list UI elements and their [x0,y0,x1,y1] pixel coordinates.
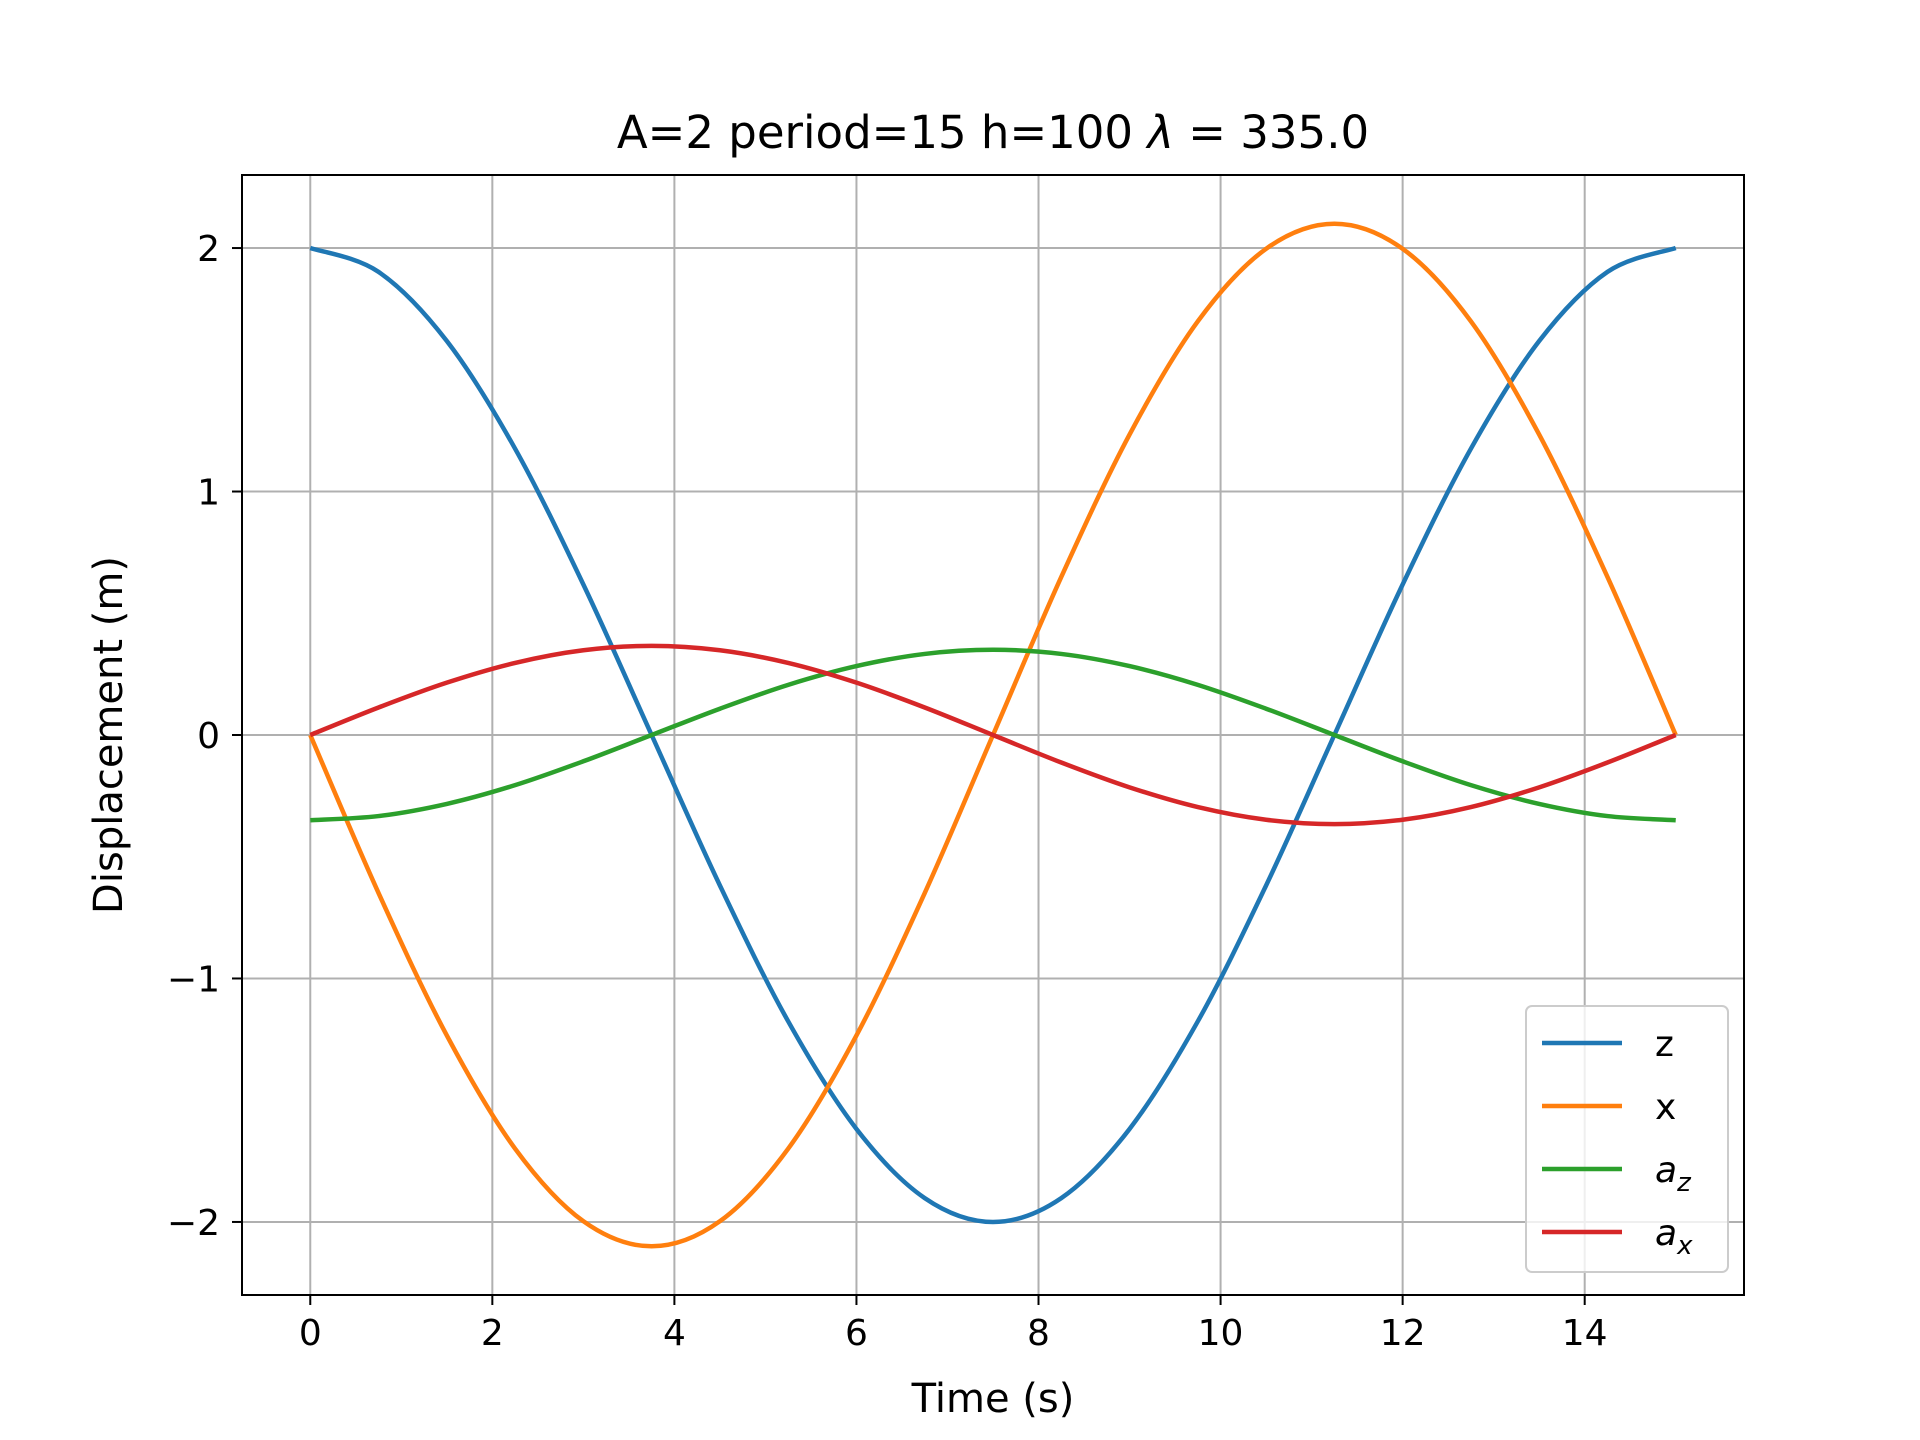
y-tick-label: −1 [167,959,220,1000]
x-tick-label: 4 [663,1313,686,1354]
x-tick-label: 10 [1198,1313,1244,1354]
legend-label-x: x [1655,1087,1676,1128]
x-tick-label: 6 [845,1313,868,1354]
x-tick-label: 14 [1562,1313,1608,1354]
series-line-a-x [309,643,1677,827]
lambda-symbol: λ [1145,106,1174,159]
y-tick-label: 0 [197,716,220,757]
y-tick-label: 1 [197,473,220,514]
legend-label-z: z [1655,1024,1674,1065]
y-tick-label: 2 [197,229,220,270]
x-tick-label: 0 [299,1313,322,1354]
x-tick-label: 8 [1027,1313,1050,1354]
legend-label-a-z: az [1655,1150,1692,1198]
x-tick-label: 2 [481,1313,504,1354]
legend-label-a-x: ax [1655,1213,1693,1261]
series-lines [308,221,1678,1249]
chart-title: A=2 period=15 h=100 λ = 335.0 [617,106,1369,159]
series-line-a-z [310,647,1676,823]
series-line-z [309,245,1677,1225]
legend: zx az ax [1525,1005,1729,1273]
x-tick-label: 12 [1380,1313,1426,1354]
legend-box [1525,1005,1729,1273]
x-axis-label: Time (s) [911,1376,1075,1422]
y-tick-label: −2 [167,1203,220,1244]
y-axis-label: Displacement (m) [86,556,132,914]
